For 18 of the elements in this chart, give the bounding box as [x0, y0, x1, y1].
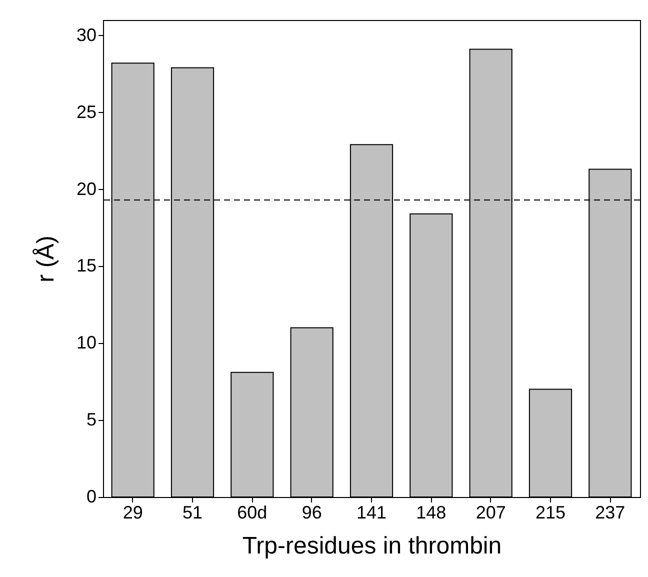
- x-axis-title: Trp-residues in thrombin: [242, 532, 502, 560]
- x-tick-label: 51: [182, 502, 203, 522]
- y-axis-title: r (Å): [32, 236, 60, 282]
- x-tick-label: 141: [356, 502, 387, 522]
- x-tick-label: 237: [595, 502, 626, 522]
- x-tick-label: 215: [535, 502, 566, 522]
- y-tick-label: 5: [86, 410, 96, 430]
- y-tick-label: 20: [76, 178, 96, 199]
- x-tick-label: 29: [122, 502, 143, 522]
- y-tick-label: 25: [76, 102, 96, 122]
- y-tick-label: 30: [76, 24, 96, 45]
- x-tick-label: 96: [302, 502, 322, 522]
- y-tick-label: 10: [76, 332, 96, 353]
- y-tick-label: 0: [86, 486, 96, 506]
- x-tick-label: 60d: [237, 502, 268, 522]
- y-tick-label: 15: [76, 256, 96, 276]
- x-tick-label: 148: [416, 502, 446, 522]
- x-tick-label: 207: [476, 502, 506, 522]
